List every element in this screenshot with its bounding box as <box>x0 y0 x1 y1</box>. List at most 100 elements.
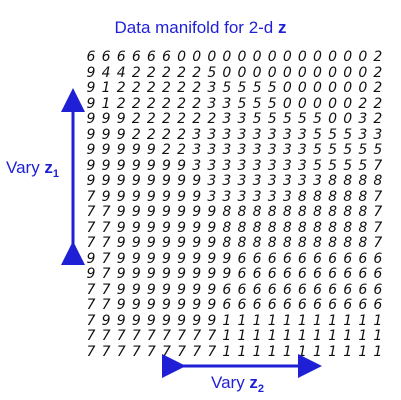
digit-cell: 3 <box>237 173 247 189</box>
digit-cell: 1 <box>282 312 292 329</box>
digit-cell: 9 <box>162 204 171 220</box>
digit-cell: 9 <box>177 188 187 205</box>
digit-cell: 3 <box>237 188 247 205</box>
digit-cell: 9 <box>131 142 141 158</box>
digit-cell: 9 <box>86 266 96 282</box>
digit-cell: 0 <box>282 95 292 112</box>
digit-cell: 3 <box>267 188 277 205</box>
digit-cell: 5 <box>373 142 383 158</box>
digit-cell: 8 <box>237 204 247 220</box>
digit-cell: 7 <box>373 219 383 236</box>
digit-cell: 3 <box>267 173 277 189</box>
digit-cell: 6 <box>267 266 277 282</box>
vary-z2-label: Vary z2 <box>211 373 264 395</box>
digit-cell: 1 <box>343 328 353 344</box>
digit-cell: 7 <box>101 266 111 282</box>
digit-cell: 3 <box>252 142 262 158</box>
digit-cell: 8 <box>358 204 368 220</box>
digit-cell: 2 <box>192 80 202 96</box>
digit-cell: 0 <box>282 49 292 65</box>
digit-cell: 3 <box>358 111 368 127</box>
vary-z1-sub: 1 <box>52 168 60 180</box>
digit-cell: 8 <box>343 204 353 220</box>
digit-cell: 8 <box>282 219 292 236</box>
digit-cell: 3 <box>237 157 247 174</box>
digit-cell: 5 <box>328 142 338 158</box>
digit-cell: 5 <box>297 111 307 127</box>
digit-cell: 1 <box>313 343 322 360</box>
digit-cell: 3 <box>267 142 277 158</box>
digit-cell: 9 <box>192 312 202 329</box>
digit-cell: 9 <box>192 297 202 313</box>
digit-cell: 0 <box>328 111 338 127</box>
digit-cell: 5 <box>328 157 338 174</box>
digit-cell: 2 <box>146 64 156 81</box>
digit-cell: 0 <box>282 80 292 96</box>
digit-cell: 3 <box>222 188 232 205</box>
digit-cell: 2 <box>131 95 141 112</box>
digit-cell: 9 <box>116 250 126 267</box>
digit-cell: 9 <box>162 250 171 267</box>
digit-cell: 6 <box>146 49 156 65</box>
digit-cell: 3 <box>207 142 217 158</box>
digit-cell: 6 <box>343 250 353 267</box>
digit-cell: 5 <box>237 80 247 96</box>
digit-cell: 7 <box>101 250 111 267</box>
digit-cell: 0 <box>343 49 353 65</box>
digit-cell: 1 <box>373 343 383 360</box>
digit-cell: 6 <box>313 281 322 298</box>
digit-cell: 6 <box>252 297 262 313</box>
digit-cell: 3 <box>297 126 307 143</box>
digit-cell: 0 <box>358 64 368 81</box>
digit-cell: 3 <box>313 173 322 189</box>
digit-cell: 9 <box>116 173 126 189</box>
digit-cell: 2 <box>162 95 171 112</box>
digit-cell: 9 <box>192 188 202 205</box>
digit-cell: 6 <box>131 49 141 65</box>
digit-cell: 5 <box>252 111 262 127</box>
digit-cell: 9 <box>192 266 202 282</box>
digit-cell: 2 <box>162 142 171 158</box>
digit-cell: 1 <box>252 328 262 344</box>
digit-cell: 5 <box>343 157 353 174</box>
digit-cell: 2 <box>177 64 187 81</box>
digit-cell: 2 <box>146 111 156 127</box>
digit-cell: 3 <box>282 188 292 205</box>
digit-cell: 9 <box>222 266 232 282</box>
digit-cell: 8 <box>297 219 307 236</box>
digit-cell: 3 <box>222 95 232 112</box>
digit-cell: 9 <box>207 204 217 220</box>
digit-cell: 8 <box>358 219 368 236</box>
digit-cell: 7 <box>101 328 111 344</box>
digit-cell: 8 <box>267 204 277 220</box>
digit-cell: 3 <box>207 126 217 143</box>
digit-cell: 8 <box>252 204 262 220</box>
digit-cell: 8 <box>282 204 292 220</box>
digit-cell: 1 <box>222 343 232 360</box>
digit-cell: 4 <box>116 64 126 81</box>
digit-cell: 7 <box>86 219 96 236</box>
digit-cell: 9 <box>177 204 187 220</box>
digit-cell: 8 <box>222 204 232 220</box>
digit-cell: 0 <box>343 95 353 112</box>
digit-cell: 9 <box>101 142 111 158</box>
digit-cell: 6 <box>313 297 322 313</box>
digit-cell: 6 <box>237 266 247 282</box>
digit-cell: 9 <box>86 95 96 112</box>
digit-cell: 1 <box>373 328 383 344</box>
digit-cell: 3 <box>207 157 217 174</box>
digit-cell: 8 <box>328 219 338 236</box>
digit-cell: 9 <box>192 281 202 298</box>
digit-cell: 8 <box>328 188 338 205</box>
digit-cell: 7 <box>162 328 171 344</box>
digit-cell: 1 <box>343 343 353 360</box>
digit-cell: 6 <box>328 266 338 282</box>
digit-cell: 2 <box>116 95 126 112</box>
digit-cell: 5 <box>237 95 247 112</box>
digit-cell: 1 <box>237 328 247 344</box>
digit-cell: 1 <box>358 312 368 329</box>
digit-cell: 0 <box>177 49 187 65</box>
digit-cell: 7 <box>162 343 171 360</box>
digit-cell: 5 <box>207 64 217 81</box>
digit-cell: 2 <box>116 80 126 96</box>
